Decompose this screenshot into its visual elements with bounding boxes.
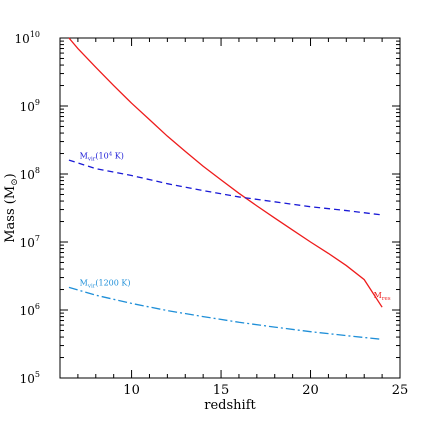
x-tick-label: 15 bbox=[213, 383, 230, 398]
series-label-tail: K) bbox=[112, 151, 124, 160]
series-label-main: M bbox=[80, 151, 88, 160]
series-label-main: M bbox=[80, 278, 88, 287]
series-label-sub: res bbox=[382, 296, 391, 302]
x-tick-label: 20 bbox=[302, 383, 319, 398]
y-tick-label-exponent: 8 bbox=[35, 166, 40, 175]
y-tick-label: 108 bbox=[20, 166, 40, 182]
series-label-sub: vir bbox=[87, 283, 96, 289]
y-tick-label-exponent: 9 bbox=[35, 98, 40, 107]
x-tick-label: 10 bbox=[123, 383, 140, 398]
plot-frame bbox=[59, 37, 401, 379]
data-series bbox=[68, 37, 383, 341]
y-tick-label-exponent: 7 bbox=[35, 234, 40, 243]
axis-ticks bbox=[59, 37, 401, 379]
y-axis-label-sub: ⊙ bbox=[10, 178, 20, 186]
series-label-1: Mvir(104 K) bbox=[80, 151, 124, 162]
x-tick-label: 25 bbox=[392, 383, 409, 398]
series-label-main: M bbox=[374, 291, 382, 300]
series-label-rest: (1200 K) bbox=[95, 278, 130, 287]
series-label-rest: (10 bbox=[95, 151, 108, 160]
y-axis-label: Mass (M⊙) bbox=[3, 173, 20, 243]
y-tick-label-exponent: 5 bbox=[35, 370, 40, 379]
x-axis-label: redshift bbox=[204, 398, 256, 413]
series-label-0: Mres bbox=[374, 291, 391, 302]
series-line-2 bbox=[68, 286, 383, 341]
series-label-2: Mvir(1200 K) bbox=[80, 278, 131, 289]
y-tick-label: 1010 bbox=[15, 30, 40, 46]
y-tick-label: 106 bbox=[20, 302, 40, 318]
y-axis-label-main: Mass (M bbox=[3, 186, 18, 243]
y-tick-label: 105 bbox=[20, 370, 40, 386]
y-tick-label-exponent: 6 bbox=[35, 302, 40, 311]
y-axis-label-close: ) bbox=[3, 173, 18, 178]
series-line-1 bbox=[68, 159, 383, 216]
series-line-0 bbox=[68, 37, 383, 308]
series-label-sup: 4 bbox=[109, 151, 113, 157]
y-tick-label: 107 bbox=[20, 234, 40, 250]
series-label-sub: vir bbox=[87, 156, 96, 162]
y-tick-label: 109 bbox=[20, 98, 40, 114]
y-tick-label-exponent: 10 bbox=[30, 30, 40, 39]
